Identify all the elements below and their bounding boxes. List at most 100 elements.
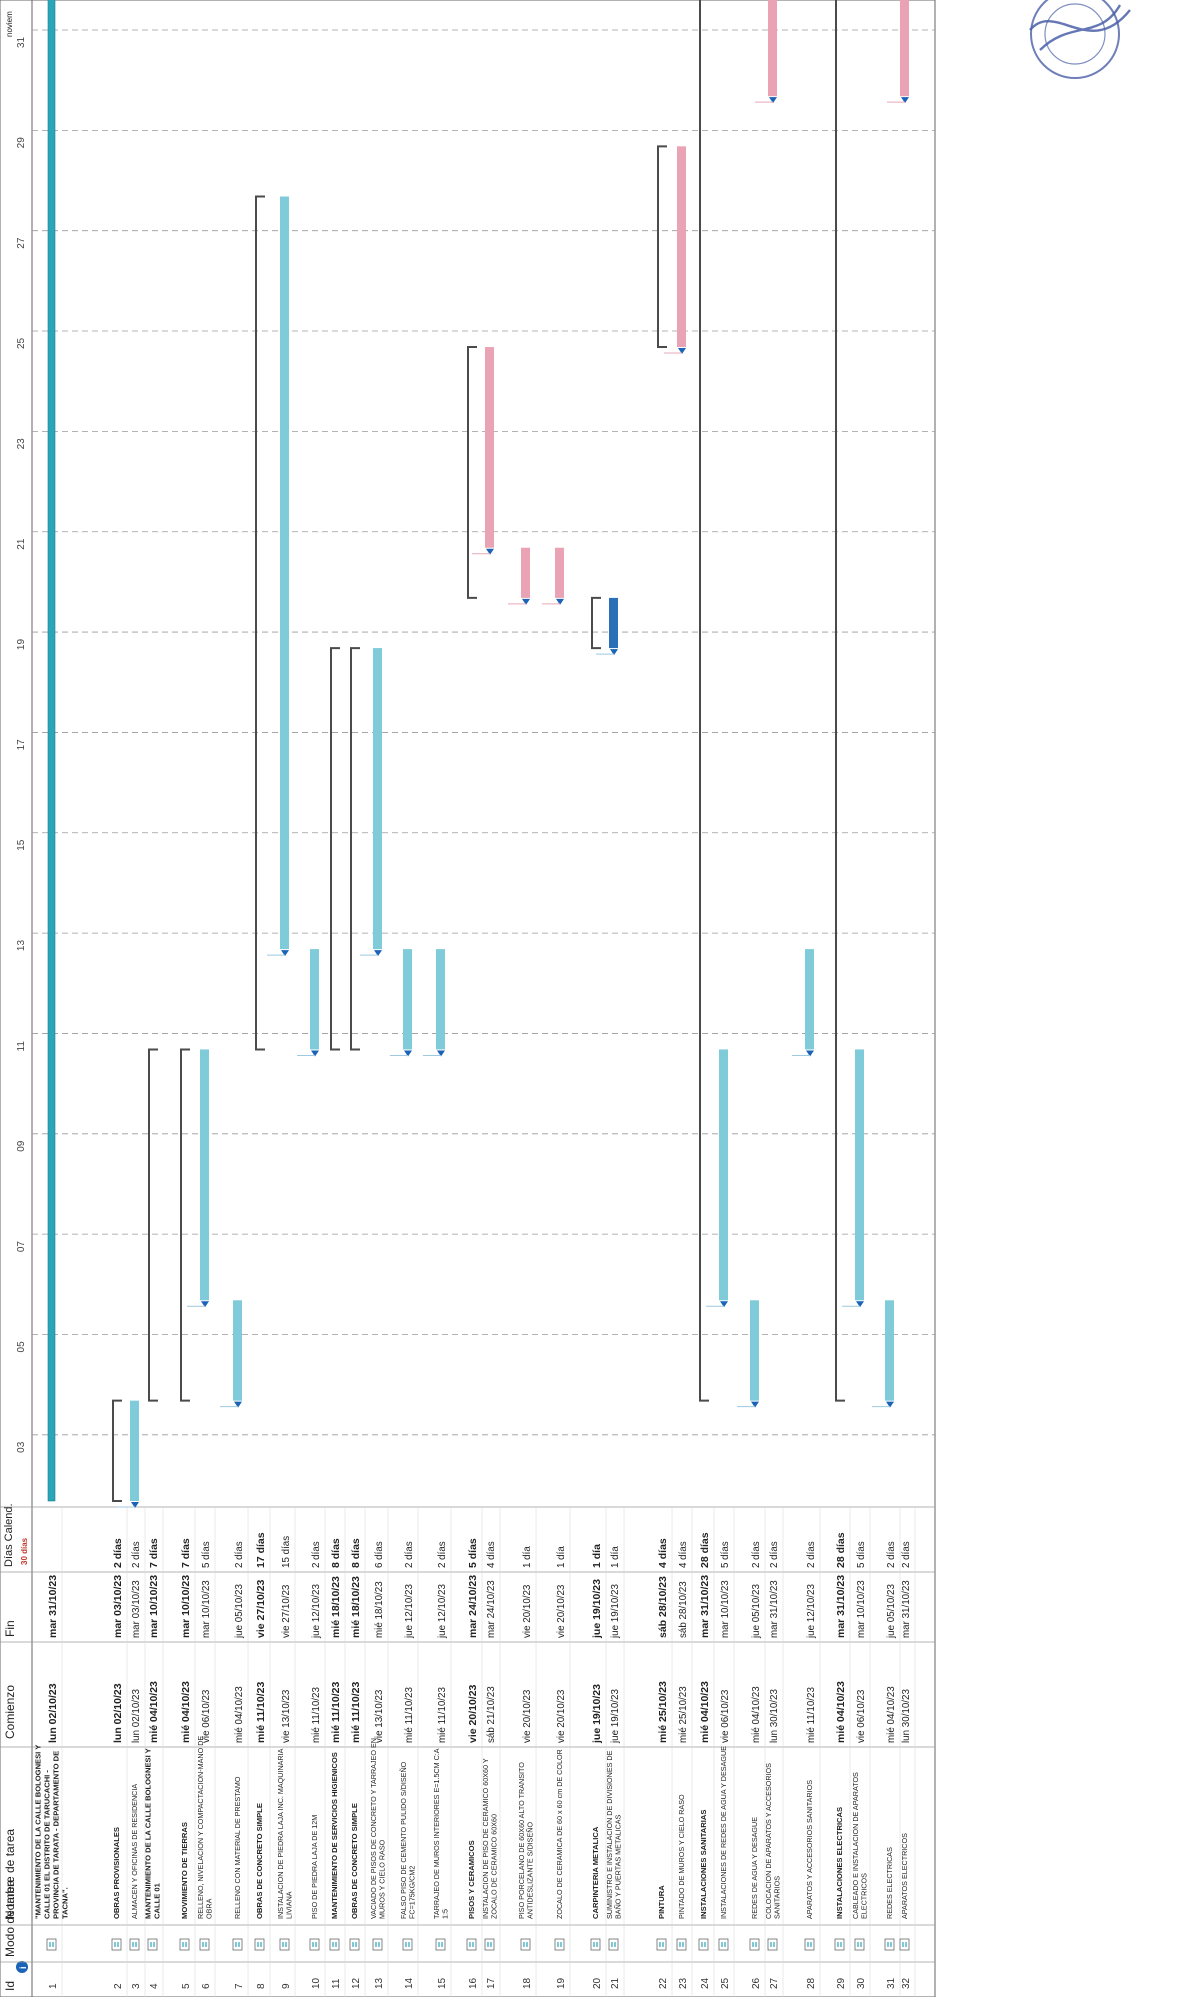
task-mode-icon <box>484 1938 495 1951</box>
task-mode-icon <box>466 1938 477 1951</box>
dependency-arrow <box>856 1301 864 1308</box>
task-start: mié 04/10/23 <box>835 1681 847 1743</box>
task-mode-glyph <box>49 1942 54 1947</box>
timeline-tick: 25 <box>16 337 27 349</box>
task-end: jue 05/10/23 <box>886 1584 897 1639</box>
task-mode-icon <box>590 1938 601 1951</box>
task-mode-glyph <box>282 1942 287 1947</box>
task-mode-glyph <box>679 1942 684 1947</box>
task-duration: 2 días <box>806 1541 817 1568</box>
task-end: mar 31/10/23 <box>835 1575 847 1638</box>
summary-bracket <box>699 0 709 1402</box>
task-row: 31 REDES ELECTRICAS mié 04/10/23 jue 05/10/… <box>872 1300 901 1997</box>
task-end: jue 12/10/23 <box>311 1584 322 1639</box>
task-mode-glyph <box>523 1942 528 1947</box>
task-mode-icon <box>435 1938 446 1951</box>
task-name: MANTENIMIENTO DE LA CALLE BOLOGNESI YCAL… <box>144 1748 162 1919</box>
task-mode-icon <box>329 1938 340 1951</box>
task-name: APARATOS Y ACCESORIOS SANITARIOS <box>805 1780 814 1919</box>
task-duration: 2 días <box>131 1541 142 1568</box>
dependency-arrow <box>720 1301 728 1308</box>
task-mode-glyph <box>887 1942 892 1947</box>
task-mode-icon <box>749 1938 760 1951</box>
summary-bracket <box>591 596 601 650</box>
task-id: 5 <box>181 1983 192 1989</box>
timeline-tick: 17 <box>16 739 27 751</box>
task-mode-icon <box>129 1938 140 1951</box>
task-row: 25 INSTALACIONES DE REDES DE AGUA Y DESAG… <box>706 1049 735 1997</box>
task-bar <box>130 1400 139 1501</box>
task-row: 11 MANTENIMIENTO DE SERVICIOS HIGIENICOS m… <box>329 647 346 1997</box>
task-row: 20 CARPINTERIA METALICA jue 19/10/23 jue 19… <box>590 596 607 1997</box>
task-end: mar 24/10/23 <box>467 1575 479 1638</box>
task-start: vie 06/10/23 <box>201 1689 212 1743</box>
task-row: 24 INSTALACIONES SANITARIAS mié 04/10/23 ma… <box>698 0 715 1997</box>
task-id: 29 <box>836 1977 847 1989</box>
task-start: vie 20/10/23 <box>522 1689 533 1743</box>
task-mode-glyph <box>352 1942 357 1947</box>
task-mode-icon <box>676 1938 687 1951</box>
task-duration: 17 días <box>255 1532 267 1568</box>
task-id: 3 <box>131 1983 142 1989</box>
task-mode-glyph <box>257 1942 262 1947</box>
task-id: 23 <box>678 1977 689 1989</box>
task-end: mar 31/10/23 <box>769 1580 780 1638</box>
task-row: 10 PISO DE PIEDRA LAJA DE 12M mié 11/10/23… <box>297 949 326 1997</box>
task-mode-icon <box>884 1938 895 1951</box>
dependency-arrow <box>234 1401 242 1408</box>
task-name: RELLENO CON MATERIAL DE PRESTAMO <box>233 1776 242 1919</box>
task-row: 2 OBRAS PROVISIONALES lun 02/10/23 mar 03/1… <box>111 1399 128 1997</box>
task-mode-glyph <box>557 1942 562 1947</box>
task-mode-icon <box>718 1938 729 1951</box>
task-start: mié 11/10/23 <box>311 1687 322 1743</box>
task-name: MANTENIMIENTO DE SERVICIOS HIGIENICOS <box>330 1752 339 1919</box>
summary-bracket <box>350 647 360 1051</box>
task-end: mar 10/10/23 <box>201 1580 212 1638</box>
task-id: 7 <box>234 1983 245 1989</box>
task-start: mié 25/10/23 <box>657 1681 669 1743</box>
task-mode-icon <box>402 1938 413 1951</box>
task-id: 4 <box>149 1983 160 1989</box>
task-mode-glyph <box>182 1942 187 1947</box>
timeline-tick: 23 <box>16 438 27 450</box>
task-mode-glyph <box>405 1942 410 1947</box>
task-mode-icon <box>520 1938 531 1951</box>
task-end: mar 10/10/23 <box>720 1580 731 1638</box>
task-start: jue 19/10/23 <box>591 1684 603 1744</box>
timeline-tick: 07 <box>16 1241 27 1253</box>
task-mode-icon <box>254 1938 265 1951</box>
task-mode-glyph <box>701 1942 706 1947</box>
task-row: 1 "MANTENIMIENTO DE LA CALLE BOLOGNESI YC… <box>34 0 70 1997</box>
task-mode-icon <box>608 1938 619 1951</box>
task-end: jue 19/10/23 <box>591 1579 603 1639</box>
task-start: mié 04/10/23 <box>180 1681 192 1743</box>
task-end: mar 10/10/23 <box>148 1575 160 1638</box>
task-id: 14 <box>404 1977 415 1989</box>
task-mode-glyph <box>770 1942 775 1947</box>
task-duration: 1 día <box>522 1546 533 1568</box>
task-id: 22 <box>658 1977 669 1989</box>
task-mode-glyph <box>114 1942 119 1947</box>
task-name: RELLENO, NIVELACION Y COMPACTACION-MANO … <box>196 1736 214 1919</box>
task-mode-icon <box>279 1938 290 1951</box>
task-mode-glyph <box>857 1942 862 1947</box>
task-end: vie 27/10/23 <box>281 1584 292 1638</box>
dependency-arrow <box>769 97 777 104</box>
task-bar <box>436 949 445 1050</box>
task-end: vie 20/10/23 <box>522 1584 533 1638</box>
task-mode-icon <box>199 1938 210 1951</box>
task-start: mié 11/10/23 <box>255 1682 267 1743</box>
info-icon <box>16 1961 28 1973</box>
task-mode-glyph <box>312 1942 317 1947</box>
task-bar <box>677 146 686 348</box>
task-duration: 5 días <box>856 1541 867 1568</box>
task-duration: 8 días <box>350 1538 362 1568</box>
col-days-subheader: 30 días <box>20 1537 29 1565</box>
task-name: INSTALACIONES ELECTRICAS <box>835 1807 844 1919</box>
task-name: CARPINTERIA METALICA <box>591 1826 600 1919</box>
dependency-arrow <box>131 1502 139 1508</box>
task-name: INSTALACION DE PISO DE CERAMICO 60X60 YZ… <box>481 1758 499 1919</box>
task-mode-glyph <box>721 1942 726 1947</box>
